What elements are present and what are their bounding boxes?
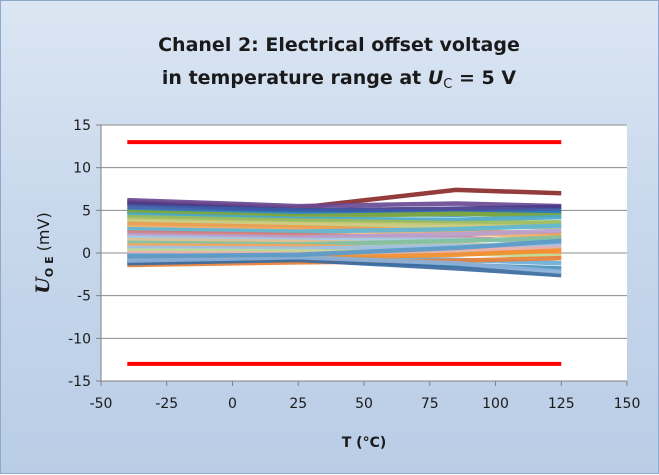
x-tick-label: 75: [421, 396, 439, 412]
series-line: [127, 209, 562, 219]
series-line: [127, 257, 562, 278]
series-line: [127, 204, 562, 215]
y-label-unit: (mV): [34, 212, 53, 256]
chart-title-line2: in temperature range at UC = 5 V: [162, 67, 516, 92]
y-tick-label: -5: [77, 289, 91, 305]
x-axis-label: T (°C): [342, 435, 387, 451]
series-line: [127, 238, 562, 259]
x-tick-label: 0: [228, 396, 237, 412]
y-axis-label: UO E (mV): [32, 212, 56, 293]
y-tick-label: -10: [68, 331, 91, 347]
limit-lines: [127, 140, 562, 366]
x-tick-label: 125: [548, 396, 575, 412]
y-tick-labels: 15 10 5 0 -5 -10 -15: [68, 118, 101, 390]
x-tick-label: 25: [289, 396, 307, 412]
title-line2-var: U: [428, 67, 444, 89]
y-label-var: U: [32, 276, 54, 294]
y-label-sub: O E: [43, 256, 56, 277]
y-tick-label: 15: [73, 118, 91, 134]
y-tick-label: 5: [82, 203, 91, 219]
title-line2-suffix: = 5 V: [452, 67, 516, 89]
series-line: [127, 214, 562, 226]
x-tick-label: -50: [90, 396, 113, 412]
title-line2-sub: C: [443, 77, 452, 92]
x-tick-label: 50: [355, 396, 373, 412]
chart-title-line1: Chanel 2: Electrical offset voltage: [158, 34, 520, 56]
title-line2-prefix: in temperature range at: [162, 67, 428, 89]
series-line: [127, 228, 562, 240]
series-group: [127, 187, 562, 278]
series-line: [127, 255, 562, 275]
x-tick-label: 150: [614, 396, 641, 412]
x-tick-labels: -50 -25 0 25 50 75 100 125 150: [90, 381, 641, 412]
x-tick-label: 100: [482, 396, 509, 412]
y-tick-label: 10: [73, 161, 91, 177]
series-line: [127, 197, 562, 209]
y-tick-label: -15: [68, 374, 91, 390]
y-tick-label: 0: [82, 246, 91, 262]
x-tick-label: -25: [155, 396, 178, 412]
series-line: [127, 223, 562, 234]
